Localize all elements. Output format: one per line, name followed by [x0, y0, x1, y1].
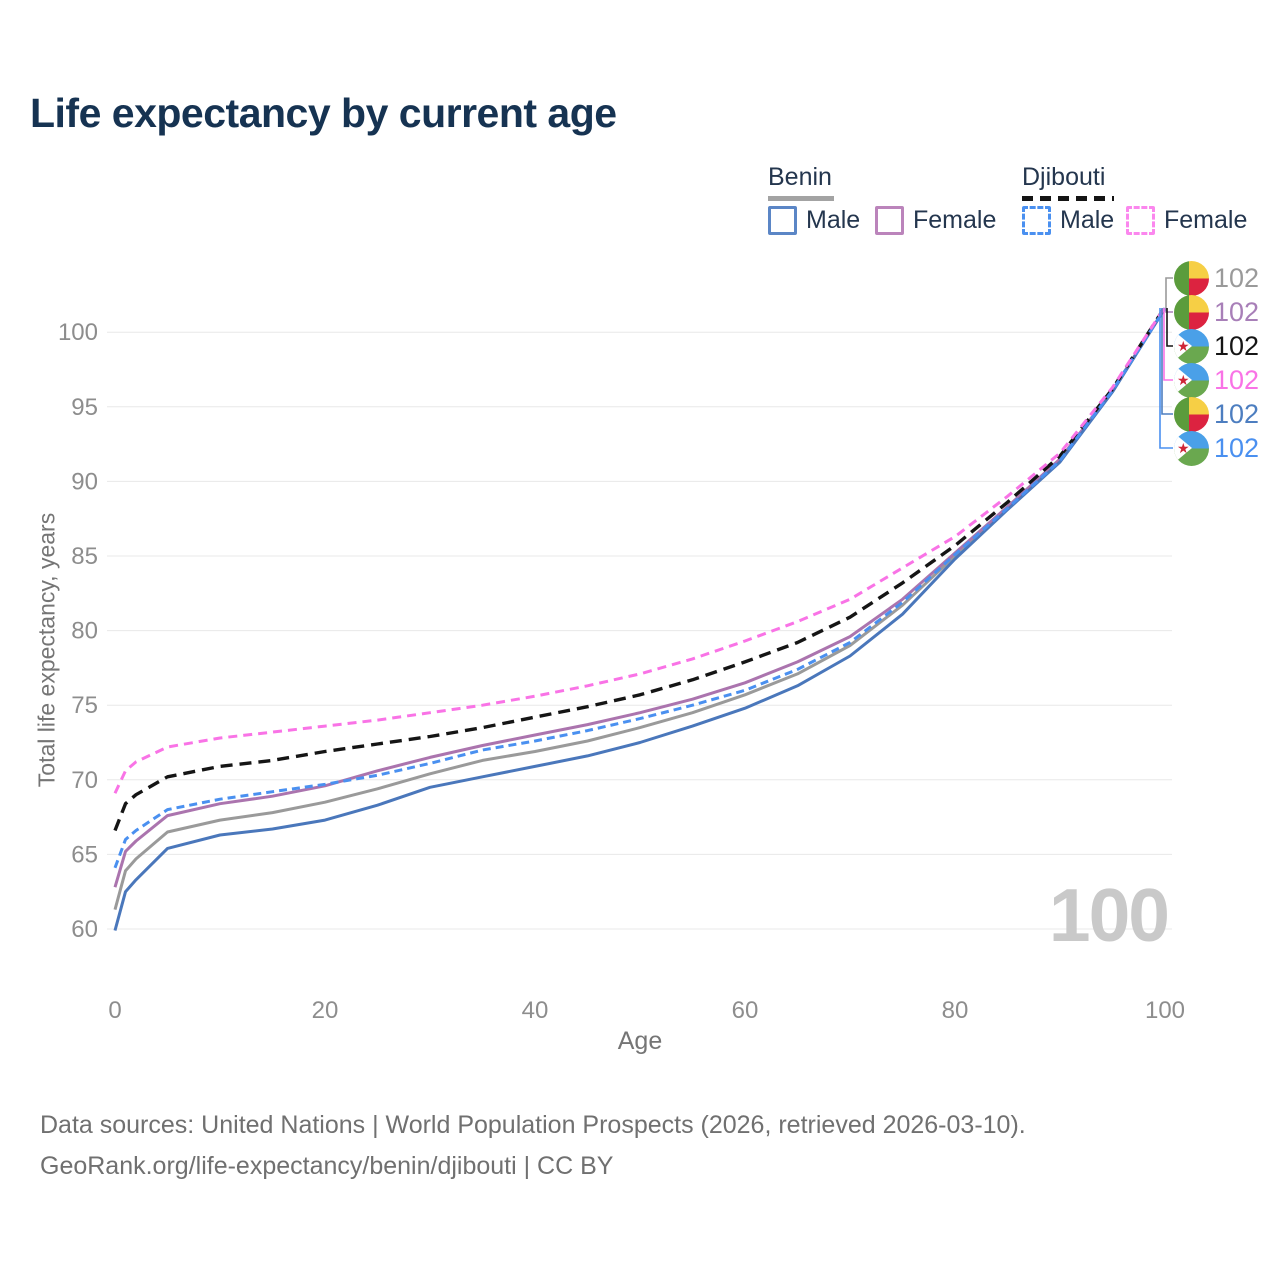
- end-value: 102: [1214, 398, 1260, 429]
- benin-solid-line-swatch: [768, 196, 834, 201]
- end-label-connector-djibouti_female: [1163, 308, 1173, 381]
- legend-label: Male: [806, 205, 861, 234]
- series-line-benin_male[interactable]: [113, 307, 1167, 931]
- x-tick-label-20: 20: [312, 997, 339, 1024]
- benin-flag-icon: [1174, 294, 1209, 330]
- end-value: 102: [1214, 262, 1260, 293]
- x-tick-label-60: 60: [732, 997, 759, 1024]
- y-axis-title: Total life expectancy, years: [33, 512, 60, 788]
- legend-benin-title: Benin: [768, 163, 832, 191]
- y-tick-label-95: 95: [71, 394, 98, 421]
- end-value: 102: [1214, 432, 1260, 463]
- series-line-djibouti_male[interactable]: [113, 307, 1167, 869]
- end-label-connector-benin_female: [1165, 308, 1173, 313]
- x-tick-label-0: 0: [108, 997, 121, 1024]
- footer-sources: Data sources: United Nations | World Pop…: [40, 1111, 1026, 1139]
- y-tick-label-60: 60: [71, 916, 98, 943]
- benin-female-swatch-icon: [875, 205, 904, 235]
- legend-item-benin-female[interactable]: Female: [875, 205, 996, 235]
- y-tick-label-75: 75: [71, 692, 98, 719]
- end-value: 102: [1214, 330, 1260, 361]
- x-axis-title: Age: [618, 1027, 662, 1055]
- series-line-djibouti_female[interactable]: [113, 305, 1167, 794]
- legend-item-djibouti-female[interactable]: Female: [1126, 205, 1247, 235]
- end-label-connector-djibouti_both: [1166, 308, 1173, 347]
- legend-label: Female: [913, 205, 997, 234]
- x-tick-label-100: 100: [1145, 997, 1185, 1024]
- series-line-benin_both[interactable]: [113, 307, 1167, 910]
- series-line-benin_female[interactable]: [113, 307, 1167, 888]
- end-value: 102: [1214, 296, 1260, 327]
- end-label-benin-female: 102: [1174, 294, 1259, 330]
- benin-flag-icon: [1174, 396, 1209, 432]
- djibouti-dashed-line-swatch: [1022, 196, 1114, 201]
- hovered-age-watermark: 100: [1048, 873, 1170, 957]
- page-title: Life expectancy by current age: [30, 90, 617, 136]
- end-label-djibouti-both: 102: [1174, 328, 1259, 364]
- end-label-connector-benin_male: [1161, 308, 1173, 415]
- djibouti-flag-icon: [1174, 362, 1209, 398]
- legend-label: Female: [1164, 205, 1248, 234]
- x-tick-label-40: 40: [522, 997, 549, 1024]
- end-label-djibouti-female: 102: [1174, 362, 1259, 398]
- benin-male-swatch-icon: [768, 205, 797, 235]
- legend-djibouti-title: Djibouti: [1022, 163, 1106, 191]
- series-line-djibouti_both[interactable]: [113, 305, 1167, 832]
- djibouti-male-swatch-icon: [1022, 205, 1051, 235]
- x-tick-label-80: 80: [942, 997, 969, 1024]
- y-tick-label-80: 80: [71, 618, 98, 645]
- end-value: 102: [1214, 364, 1260, 395]
- y-tick-label-70: 70: [71, 767, 98, 794]
- end-label-benin-male: 102: [1174, 396, 1259, 432]
- end-label-connector-benin_both: [1165, 277, 1173, 308]
- y-tick-label-90: 90: [71, 468, 98, 495]
- legend-item-djibouti-male[interactable]: Male: [1022, 205, 1114, 235]
- benin-flag-icon: [1174, 260, 1209, 296]
- djibouti-flag-icon: [1174, 430, 1209, 466]
- legend-item-benin-male[interactable]: Male: [768, 205, 860, 235]
- djibouti-flag-icon: [1174, 328, 1209, 364]
- y-tick-label-100: 100: [58, 319, 98, 346]
- legend-label: Male: [1060, 205, 1115, 234]
- footer-attribution: GeoRank.org/life-expectancy/benin/djibou…: [40, 1152, 614, 1180]
- y-tick-label-65: 65: [71, 841, 98, 868]
- djibouti-female-swatch-icon: [1126, 205, 1155, 235]
- end-label-benin-both: 102: [1174, 260, 1259, 296]
- end-label-connector-djibouti_male: [1159, 308, 1173, 449]
- y-tick-label-85: 85: [71, 543, 98, 570]
- footer: Data sources: United Nations | World Pop…: [40, 1105, 1026, 1187]
- end-label-djibouti-male: 102: [1174, 430, 1259, 466]
